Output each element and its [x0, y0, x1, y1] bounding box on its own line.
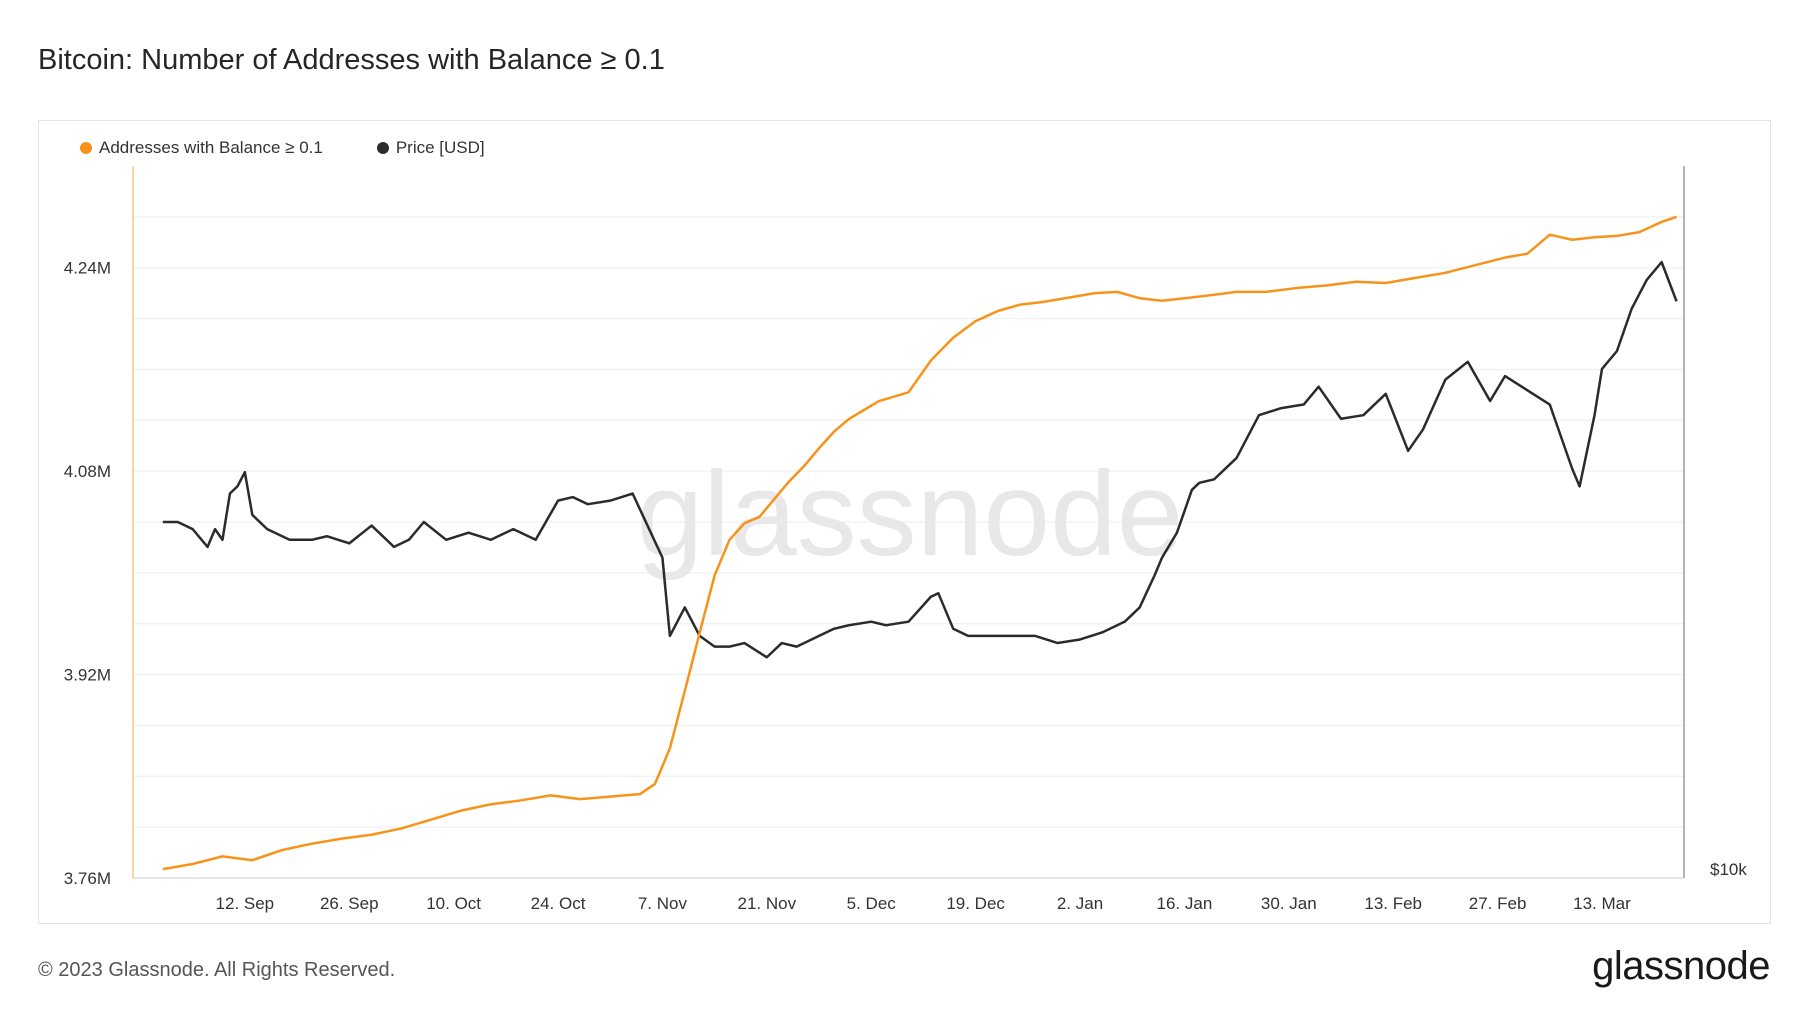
right-axis-label: $10k — [1710, 860, 1747, 879]
chart-legend: Addresses with Balance ≥ 0.1 Price [USD] — [80, 138, 485, 158]
legend-label-price: Price [USD] — [395, 138, 485, 157]
x-tick-label: 10. Oct — [426, 894, 481, 913]
x-tick-label: 5. Dec — [847, 894, 897, 913]
legend-dot-addresses — [80, 142, 92, 154]
watermark-text: glassnode — [636, 447, 1183, 581]
legend-item-price[interactable]: Price [USD] — [376, 138, 485, 158]
legend-dot-price — [376, 142, 389, 154]
y-tick-label: 4.24M — [64, 259, 111, 278]
x-tick-label: 16. Jan — [1157, 894, 1213, 913]
legend-label-addresses: Addresses with Balance ≥ 0.1 — [99, 138, 323, 157]
x-tick-label: 13. Feb — [1364, 894, 1422, 913]
y-tick-label: 3.76M — [64, 869, 111, 888]
legend-item-addresses[interactable]: Addresses with Balance ≥ 0.1 — [80, 138, 323, 158]
x-tick-label: 24. Oct — [531, 894, 586, 913]
x-tick-label: 13. Mar — [1573, 894, 1631, 913]
x-tick-label: 2. Jan — [1057, 894, 1103, 913]
copyright-text: © 2023 Glassnode. All Rights Reserved. — [38, 959, 396, 981]
x-tick-label: 26. Sep — [320, 894, 379, 913]
x-tick-label: 21. Nov — [738, 894, 797, 913]
x-tick-label: 7. Nov — [638, 894, 688, 913]
series-line-addresses — [162, 215, 1677, 871]
x-tick-label: 12. Sep — [216, 894, 275, 913]
x-tick-label: 19. Dec — [946, 894, 1005, 913]
chart-title: Bitcoin: Number of Addresses with Balanc… — [38, 44, 665, 76]
y-tick-label: 3.92M — [64, 666, 111, 685]
y-tick-label: 4.08M — [64, 462, 111, 481]
series-line-price — [162, 260, 1678, 659]
x-tick-label: 27. Feb — [1469, 894, 1527, 913]
glassnode-logo: glassnode — [1592, 944, 1770, 988]
x-tick-label: 30. Jan — [1261, 894, 1317, 913]
